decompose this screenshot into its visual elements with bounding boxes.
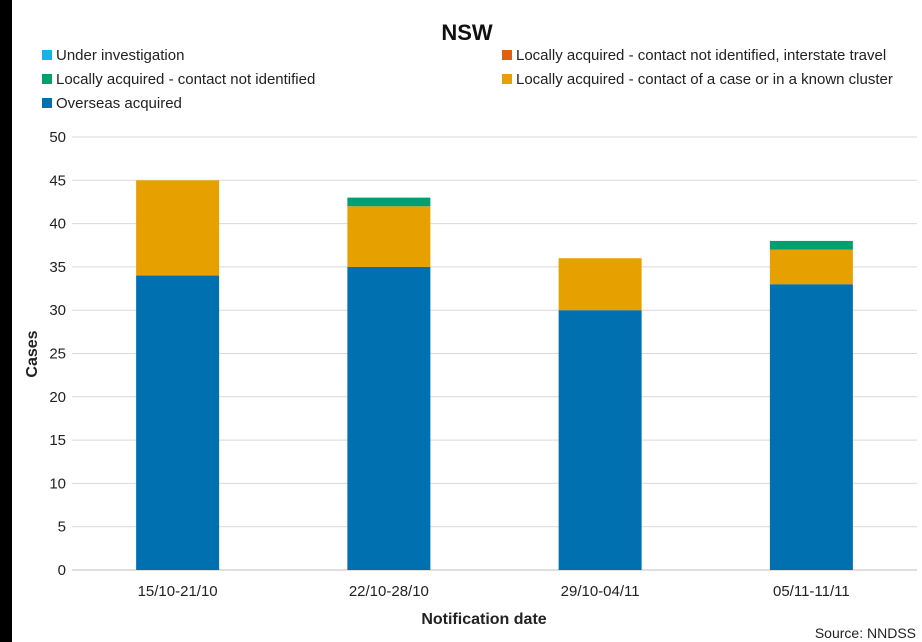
y-tick-label: 25 [49, 346, 66, 363]
legend-swatch-locally-acquired-contact-not-identified-interstate-travel [502, 50, 512, 60]
chart-title: NSW [441, 20, 493, 45]
y-tick-label: 10 [49, 475, 66, 492]
bar-locally-acquired-contact-of-a-case-or-in-a-known-cluster [559, 258, 642, 310]
x-tick-label: 05/11-11/11 [773, 583, 850, 600]
bar-overseas-acquired [347, 267, 430, 570]
y-tick-label: 0 [58, 562, 66, 579]
y-tick-label: 40 [49, 216, 66, 233]
chart-area: NSW Under investigation Locally acquired … [12, 0, 922, 642]
y-tick-label: 45 [49, 172, 66, 189]
chart-svg: NSW Under investigation Locally acquired … [12, 0, 922, 642]
source-note: Source: NNDSS [815, 625, 916, 641]
bar-overseas-acquired [136, 276, 219, 570]
bar-overseas-acquired [559, 310, 642, 570]
y-tick-label: 15 [49, 432, 66, 449]
legend-label-locally-acquired-contact-of-a-case-or-in-a-known-cluster: Locally acquired - contact of a case or … [516, 71, 893, 88]
x-axis-title: Notification date [421, 611, 546, 628]
bar-locally-acquired-contact-of-a-case-or-in-a-known-cluster [136, 180, 219, 275]
x-tick-label: 29/10-04/11 [561, 583, 640, 600]
y-tick-label: 30 [49, 302, 66, 319]
x-tick-label: 15/10-21/10 [138, 583, 218, 600]
legend-label-under-investigation: Under investigation [56, 47, 184, 64]
legend-swatch-locally-acquired-contact-not-identified [42, 74, 52, 84]
legend-label-locally-acquired-contact-not-identified-interstate-travel: Locally acquired - contact not identifie… [516, 47, 886, 64]
bar-locally-acquired-contact-of-a-case-or-in-a-known-cluster [770, 250, 853, 285]
legend-swatch-under-investigation [42, 50, 52, 60]
bar-locally-acquired-contact-of-a-case-or-in-a-known-cluster [347, 206, 430, 267]
y-tick-label: 50 [49, 129, 66, 146]
x-axis-ticks: 15/10-21/10 22/10-28/10 29/10-04/11 05/11-1… [138, 583, 850, 600]
y-tick-label: 5 [58, 519, 66, 536]
legend: Under investigation Locally acquired - co… [42, 47, 893, 112]
bar-overseas-acquired [770, 284, 853, 570]
legend-swatch-overseas-acquired [42, 98, 52, 108]
y-tick-label: 20 [49, 389, 66, 406]
y-axis-ticks: 0 5 10 15 20 25 30 35 40 45 50 [49, 129, 66, 579]
y-axis-title: Cases [24, 330, 41, 377]
legend-label-locally-acquired-contact-not-identified: Locally acquired - contact not identifie… [56, 71, 315, 88]
y-tick-label: 35 [49, 259, 66, 276]
x-tick-label: 22/10-28/10 [349, 583, 429, 600]
bars [136, 180, 853, 570]
legend-label-overseas-acquired: Overseas acquired [56, 95, 182, 112]
legend-swatch-locally-acquired-contact-of-a-case-or-in-a-known-cluster [502, 74, 512, 84]
bar-locally-acquired-contact-not-identified [770, 241, 853, 250]
bar-locally-acquired-contact-not-identified [347, 198, 430, 207]
